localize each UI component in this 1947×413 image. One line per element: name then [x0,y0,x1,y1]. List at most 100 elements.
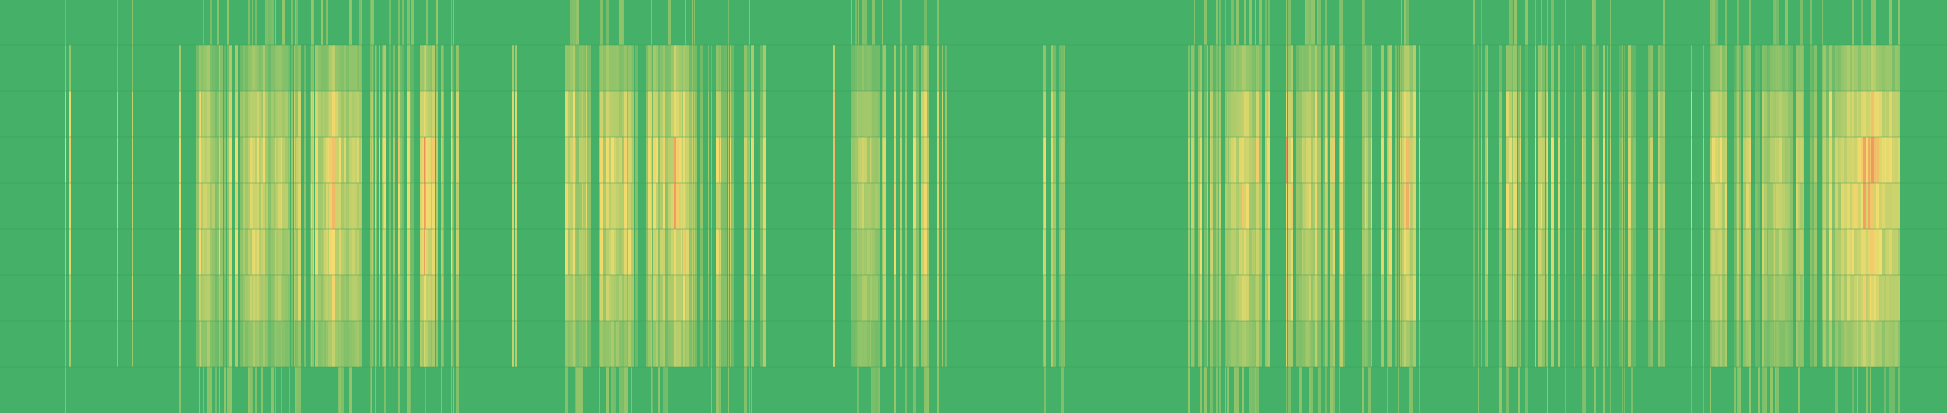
heatmap-cell [1231,91,1234,137]
heatmap-cell [1565,367,1566,413]
heatmap-cell [1207,275,1208,321]
heatmap-cell [453,367,454,413]
heatmap-cell [599,367,600,413]
heatmap-cell [1790,91,1793,137]
heatmap-cell [1525,321,1528,367]
heatmap-cell [375,367,376,413]
heatmap-cell [916,275,919,321]
heatmap-cell [276,321,278,367]
heatmap-cell [1871,229,1874,275]
heatmap-cell [1710,0,1711,45]
heatmap-cell [1256,45,1259,91]
heatmap-cell [751,183,752,229]
heatmap-cell [1722,229,1725,275]
heatmap-cell [1256,91,1259,137]
heatmap-cell [883,137,886,183]
heatmap-cell [452,45,453,91]
heatmap-cell [1387,91,1388,137]
heatmap-cell [276,91,278,137]
heatmap-cell [252,183,253,229]
heatmap-cell [1225,229,1226,275]
heatmap-cell [451,91,452,137]
heatmap-cell [676,321,679,367]
heatmap-cell [402,183,404,229]
heatmap-cell [1885,229,1886,275]
heatmap-cell [624,367,627,413]
heatmap-cell [720,275,721,321]
heatmap-cell [274,275,275,321]
heatmap-cell [375,321,376,367]
heatmap-cell [624,229,627,275]
heatmap-cell [1419,45,1420,91]
heatmap-cell [579,229,582,275]
heatmap-cell [1288,183,1291,229]
heatmap-cell [1323,275,1325,321]
heatmap-cell [1395,275,1397,321]
heatmap-cell [1388,275,1389,321]
heatmap-cell [289,229,290,275]
heatmap-cell [1582,91,1583,137]
heatmap-cell [668,91,671,137]
heatmap-cell [311,45,312,91]
heatmap-cell [1610,275,1611,321]
heatmap-cell [1574,91,1575,137]
heatmap-cell [653,137,656,183]
heatmap-cell [624,275,627,321]
heatmap-cell [1305,275,1306,321]
heatmap-cell [1773,321,1774,367]
heatmap-cell [763,183,766,229]
heatmap-cell [870,91,871,137]
heatmap-cell [1710,183,1711,229]
heatmap-cell [65,45,66,91]
heatmap-cell [685,183,686,229]
heatmap-cell [851,321,852,367]
heatmap-cell [731,91,734,137]
heatmap-cell [1239,321,1242,367]
heatmap-cell [609,275,611,321]
heatmap-cell [1798,367,1800,413]
heatmap-cell [1866,275,1868,321]
heatmap-cell [453,275,454,321]
heatmap-cell [1242,229,1244,275]
heatmap-cell [268,45,271,91]
heatmap-cell [199,275,200,321]
heatmap-cell [515,91,517,137]
heatmap-cell [1658,321,1660,367]
heatmap-cell [1343,229,1345,275]
heatmap-cell [1876,321,1879,367]
heatmap-cell [431,321,432,367]
heatmap-cell [204,137,207,183]
heatmap-cell [1211,183,1213,229]
heatmap-cell [1603,137,1605,183]
heatmap-cell [1796,91,1798,137]
heatmap-cell [1663,137,1665,183]
heatmap-cell [855,91,857,137]
heatmap-cell [913,321,916,367]
heatmap-cell [255,137,257,183]
heatmap-cell [1207,91,1208,137]
heatmap-cell [1847,275,1850,321]
heatmap-cell [599,321,600,367]
heatmap-cell [1785,275,1788,321]
heatmap-cell [924,91,927,137]
heatmap-cell [389,137,391,183]
heatmap-cell [872,229,875,275]
heatmap-cell [312,137,313,183]
heatmap-cell [1658,229,1660,275]
heatmap-cell [600,0,603,45]
heatmap-cell [1607,45,1608,91]
heatmap-cell [384,183,386,229]
heatmap-cell [719,137,720,183]
heatmap-cell [250,137,252,183]
heatmap-cell [398,0,400,45]
heatmap-cell [1402,229,1404,275]
heatmap-cell [315,275,318,321]
heatmap-cell [410,321,411,367]
heatmap-cell [291,45,293,91]
heatmap-cell [1829,183,1832,229]
heatmap-cell [658,275,660,321]
heatmap-cell [324,45,326,91]
heatmap-cell [1712,275,1715,321]
heatmap-cell [751,367,752,413]
heatmap-cell [339,321,341,367]
